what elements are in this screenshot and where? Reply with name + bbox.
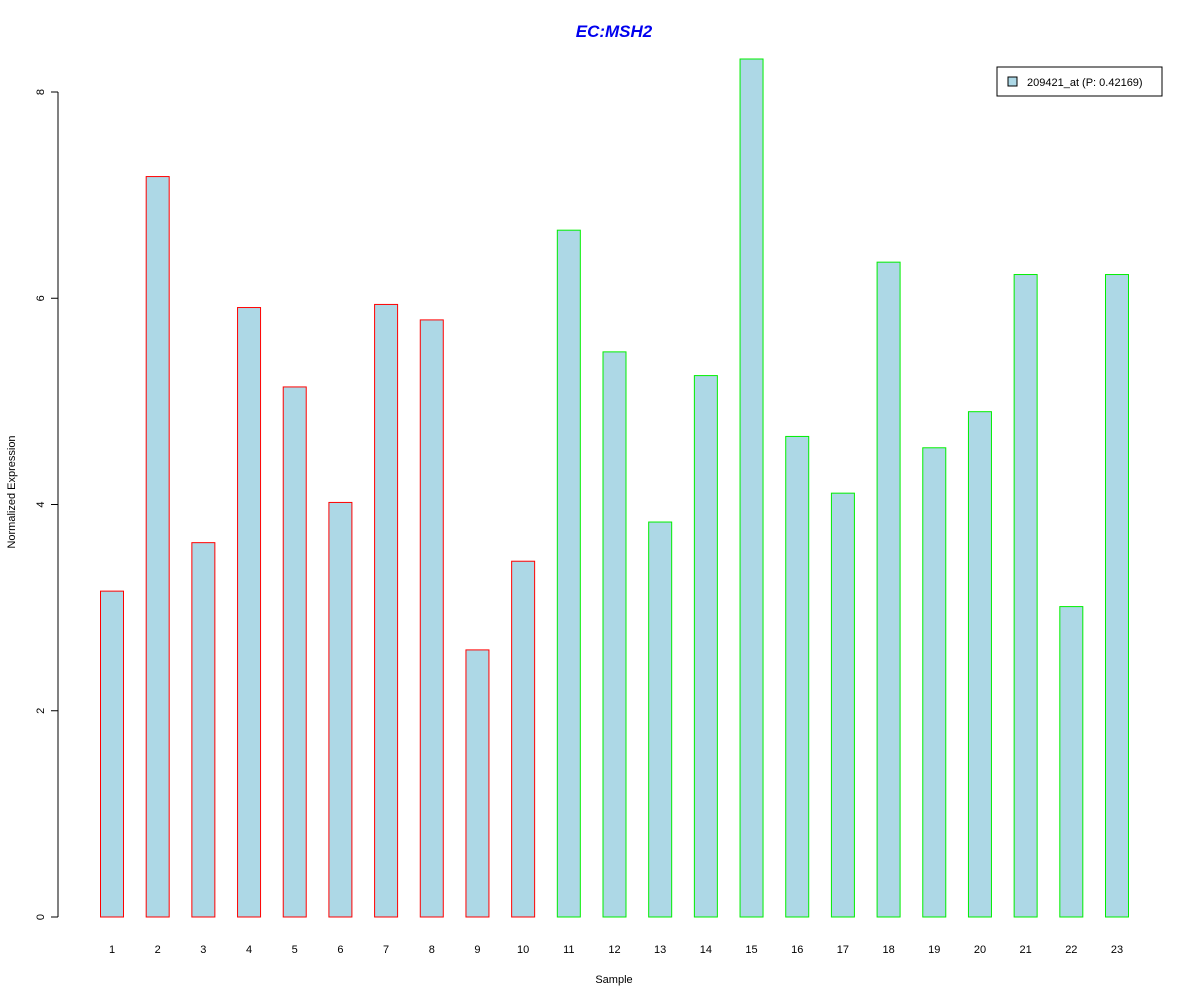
bar-sample-21 <box>1013 274 1038 918</box>
bar-sample-22 <box>1059 606 1084 918</box>
x-tick-label: 4 <box>246 944 252 956</box>
x-tick-label: 19 <box>928 944 940 956</box>
bar-sample-9 <box>465 649 490 918</box>
bar-sample-7 <box>374 303 399 918</box>
bar-sample-15 <box>739 58 764 918</box>
chart-title: EC:MSH2 <box>576 22 653 41</box>
x-tick-label: 23 <box>1111 944 1123 956</box>
y-tick-label: 0 <box>35 914 47 920</box>
x-tick-label: 11 <box>563 944 574 956</box>
x-tick-label: 15 <box>745 944 757 956</box>
x-tick-label: 7 <box>383 944 389 956</box>
y-tick-label: 6 <box>35 295 47 301</box>
x-tick-label: 6 <box>337 944 343 956</box>
x-tick-label: 21 <box>1020 944 1032 956</box>
x-tick-label: 9 <box>474 944 480 956</box>
bar-sample-16 <box>785 435 810 918</box>
x-tick-label: 22 <box>1065 944 1077 956</box>
bar-sample-6 <box>328 501 353 918</box>
x-tick-label: 3 <box>200 944 206 956</box>
bar-sample-14 <box>693 375 718 918</box>
bar-sample-18 <box>876 261 901 918</box>
bar-sample-5 <box>282 386 307 918</box>
x-tick-label: 18 <box>882 944 894 956</box>
y-ticks: 0 2 4 6 8 <box>35 89 58 920</box>
bar-sample-12 <box>602 351 627 918</box>
legend-swatch <box>1007 76 1018 87</box>
legend-box <box>996 66 1163 97</box>
x-tick-label: 2 <box>155 944 161 956</box>
y-tick-label: 2 <box>35 708 47 714</box>
bar-sample-20 <box>967 411 992 918</box>
y-axis-label: Normalized Expression <box>6 435 18 548</box>
bar-sample-1 <box>100 590 124 918</box>
x-tick-label: 5 <box>292 944 298 956</box>
bar-sample-8 <box>419 319 444 918</box>
x-tick-label: 12 <box>608 944 620 956</box>
x-tick-label: 16 <box>791 944 803 956</box>
bar-sample-11 <box>556 229 581 918</box>
bar-sample-2 <box>145 176 170 918</box>
bar-sample-23 <box>1105 274 1129 918</box>
bar-sample-13 <box>648 521 673 918</box>
x-axis-label: Sample <box>595 974 632 986</box>
x-tick-label: 14 <box>700 944 712 956</box>
y-tick-label: 4 <box>35 501 47 507</box>
bar-sample-19 <box>922 447 947 918</box>
x-tick-label: 1 <box>109 944 115 956</box>
x-tick-labels: 1 2 3 4 5 6 7 8 9 10 11 12 13 14 15 16 17 18 19 20 21 22 23 <box>109 944 1123 956</box>
bar-sample-4 <box>237 307 262 918</box>
y-tick-label: 8 <box>35 89 47 95</box>
legend-label: 209421_at (P: 0.42169) <box>1027 77 1143 89</box>
x-tick-label: 13 <box>654 944 666 956</box>
x-tick-label: 10 <box>517 944 529 956</box>
bar-sample-17 <box>830 492 855 918</box>
bars <box>100 58 1129 918</box>
x-tick-label: 8 <box>429 944 435 956</box>
bar-sample-3 <box>191 542 216 918</box>
x-tick-label: 20 <box>974 944 986 956</box>
x-tick-label: 17 <box>837 944 849 956</box>
bar-sample-10 <box>511 560 536 918</box>
legend: 209421_at (P: 0.42169) <box>996 66 1163 97</box>
